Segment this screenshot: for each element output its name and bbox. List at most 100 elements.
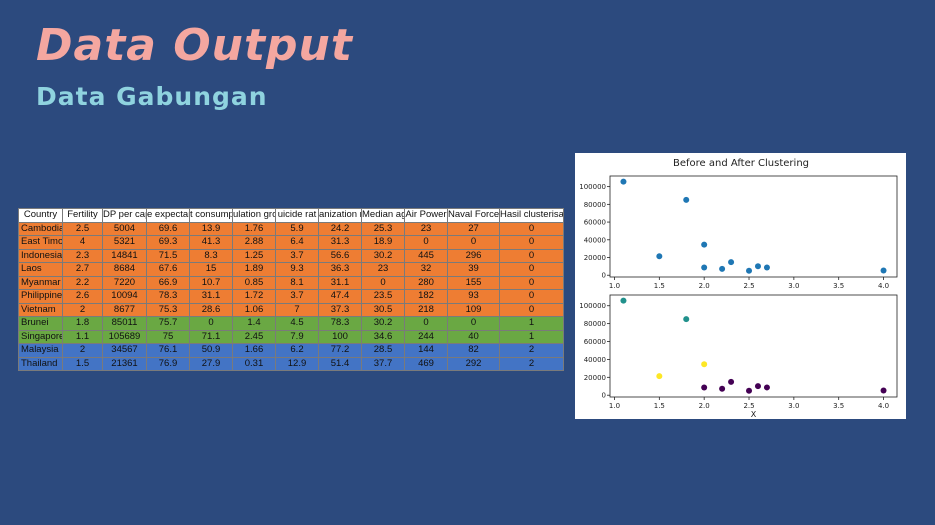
table-cell: 23 — [404, 221, 448, 236]
table-cell: 0 — [499, 235, 564, 250]
table-cell: 1.5 — [62, 356, 103, 371]
data-point — [728, 378, 735, 385]
table-cell: 23 — [361, 262, 405, 277]
y-tick-label: 0 — [602, 392, 606, 400]
table-cell: 1.66 — [232, 343, 276, 358]
table-cell: 27.9 — [189, 356, 233, 371]
table-cell: 0 — [499, 275, 564, 290]
table-cell: 82 — [447, 343, 500, 358]
table-cell: 0.85 — [232, 275, 276, 290]
country-cell: Indonesia — [18, 248, 63, 263]
table-cell: 66.9 — [146, 275, 190, 290]
table-cell: 37.7 — [361, 356, 405, 371]
table-cell: 182 — [404, 289, 448, 304]
y-tick-label: 20000 — [584, 374, 606, 382]
table-row: Brunei 1.8 85011 75.7 0 1.4 4.5 78.3 30.2 0 0 1 — [18, 316, 564, 331]
slide-title: Data Output — [36, 20, 353, 71]
x-tick-label: 1.5 — [654, 282, 665, 290]
data-point — [656, 253, 663, 260]
data-point — [683, 196, 690, 203]
table-cell: 4.5 — [275, 316, 319, 331]
table-header-cell: Air Power — [404, 208, 448, 223]
table-cell: 1.89 — [232, 262, 276, 277]
country-cell: Malaysia — [18, 343, 63, 358]
plot-frame — [609, 175, 898, 278]
table-cell: 9.3 — [275, 262, 319, 277]
table-header-cell: Naval Force — [447, 208, 500, 223]
y-tick-label: 80000 — [584, 201, 606, 209]
data-point — [656, 373, 663, 380]
table-cell: 2.5 — [62, 221, 103, 236]
data-point — [719, 385, 726, 392]
table-cell: 31.1 — [189, 289, 233, 304]
data-point — [701, 264, 708, 271]
table-cell: 30.2 — [361, 248, 405, 263]
table-cell: 0 — [404, 316, 448, 331]
x-axis-label: X — [751, 410, 757, 419]
slide-subtitle: Data Gabungan — [36, 82, 268, 111]
table-cell: 144 — [404, 343, 448, 358]
y-tick-label: 40000 — [584, 356, 606, 364]
table-cell: 7 — [275, 302, 319, 317]
table-cell: 0 — [499, 262, 564, 277]
table-cell: 23.5 — [361, 289, 405, 304]
y-tick-label: 80000 — [584, 320, 606, 328]
table-row: Malaysia 2 34567 76.1 50.9 1.66 6.2 77.2 28.5 144… — [18, 343, 564, 358]
table-cell: 1.1 — [62, 329, 103, 344]
table-cell: 1.76 — [232, 221, 276, 236]
y-tick-label: 100000 — [579, 183, 606, 191]
table-cell: 12.9 — [275, 356, 319, 371]
table-header-cell: DP per capi — [102, 208, 147, 223]
table-cell: 5004 — [102, 221, 147, 236]
table-cell: 30.2 — [361, 316, 405, 331]
table-cell: 78.3 — [318, 316, 362, 331]
table-cell: 0 — [447, 235, 500, 250]
table-cell: 4 — [62, 235, 103, 250]
x-tick-label: 4.0 — [878, 282, 889, 290]
table-cell: 0 — [499, 289, 564, 304]
data-point — [728, 259, 735, 266]
x-tick-label: 1.0 — [609, 402, 620, 410]
country-cell: Brunei — [18, 316, 63, 331]
data-point — [746, 267, 753, 274]
table-cell: 100 — [318, 329, 362, 344]
country-cell: Singapore — [18, 329, 63, 344]
table-cell: 2.6 — [62, 289, 103, 304]
table-cell: 40 — [447, 329, 500, 344]
table-cell: 15 — [189, 262, 233, 277]
table-cell: 69.3 — [146, 235, 190, 250]
table-cell: 67.6 — [146, 262, 190, 277]
table-row: Thailand 1.5 21361 76.9 27.9 0.31 12.9 51.4 37.7… — [18, 356, 564, 371]
table-header-cell: Country — [18, 208, 63, 223]
country-cell: East Timor — [18, 235, 63, 250]
table-header-cell: uicide rat — [275, 208, 319, 223]
table-cell: 292 — [447, 356, 500, 371]
table-cell: 71.5 — [146, 248, 190, 263]
data-point — [754, 263, 761, 270]
table-cell: 0 — [361, 275, 405, 290]
table-cell: 50.9 — [189, 343, 233, 358]
table-cell: 2 — [499, 356, 564, 371]
table-cell: 105689 — [102, 329, 147, 344]
data-point — [683, 316, 690, 323]
chart-panel-2: 1.0 1.5 2.0 2.5 3.0 3.5 4.0 0 20000 40000 60000 800… — [579, 294, 898, 419]
table-cell: 34.6 — [361, 329, 405, 344]
table-cell: 0 — [499, 248, 564, 263]
data-point — [880, 387, 887, 394]
x-tick-label: 1.0 — [609, 282, 620, 290]
y-tick-label: 60000 — [584, 338, 606, 346]
table-cell: 36.3 — [318, 262, 362, 277]
table-row: Singapore 1.1 105689 75 71.1 2.45 7.9 100 34.6 24… — [18, 329, 564, 344]
table-cell: 13.9 — [189, 221, 233, 236]
table-cell: 18.9 — [361, 235, 405, 250]
x-tick-label: 2.5 — [743, 402, 754, 410]
table-header-cell: ulation gro — [232, 208, 276, 223]
data-point — [754, 383, 761, 390]
country-cell: Laos — [18, 262, 63, 277]
data-point — [719, 265, 726, 272]
table-row: Myanmar 2.2 7220 66.9 10.7 0.85 8.1 31.1 0 280 155… — [18, 275, 564, 290]
table-row: East Timor 4 5321 69.3 41.3 2.88 6.4 31.3 18.9 0 0… — [18, 235, 564, 250]
data-point — [620, 297, 627, 304]
table-cell: 24.2 — [318, 221, 362, 236]
